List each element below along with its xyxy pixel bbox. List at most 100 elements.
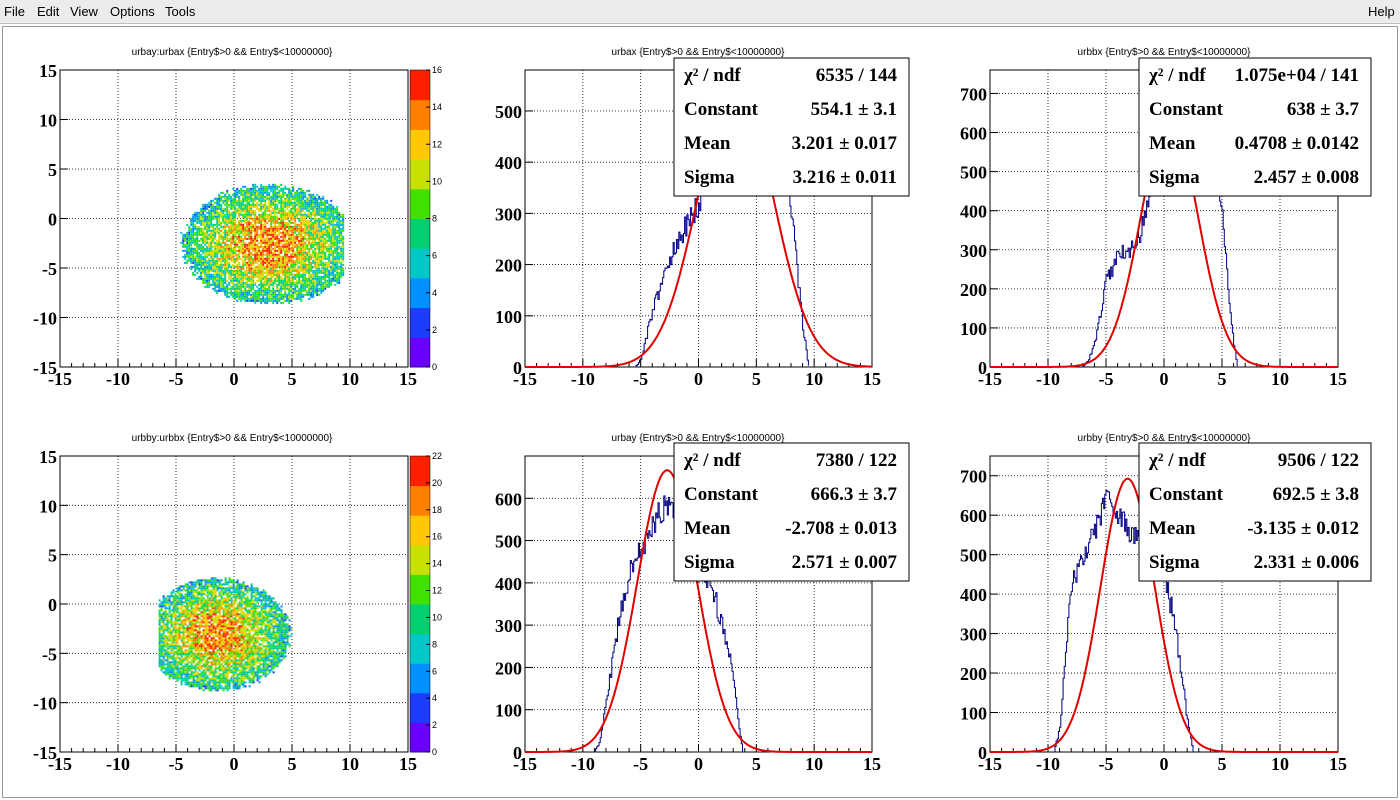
heatmap-cell [202, 599, 205, 602]
heatmap-cell [308, 267, 311, 270]
heatmap-cell [212, 255, 215, 258]
heatmap-cell [266, 227, 269, 230]
heatmap-cell [178, 615, 181, 618]
heatmap-cell [178, 645, 181, 648]
heatmap-cell [180, 599, 183, 602]
heatmap-cell [302, 281, 305, 284]
heatmap-cell [226, 239, 229, 242]
heatmap-cell [338, 229, 341, 232]
heatmap-cell [294, 197, 297, 200]
heatmap-cell [270, 253, 273, 256]
heatmap-cell [222, 247, 225, 250]
heatmap-cell [222, 265, 225, 268]
heatmap-cell [284, 235, 287, 238]
heatmap-cell [216, 291, 219, 294]
heatmap-cell [252, 191, 255, 194]
heatmap-cell [318, 265, 321, 268]
heatmap-cell [288, 277, 291, 280]
heatmap-cell [270, 187, 273, 190]
heatmap-cell [214, 279, 217, 282]
heatmap-cell [230, 279, 233, 282]
heatmap-cell [172, 609, 175, 612]
heatmap-cell [200, 213, 203, 216]
heatmap-cell [274, 227, 277, 230]
heatmap-cell [226, 267, 229, 270]
heatmap-cell [220, 289, 223, 292]
heatmap-cell [318, 279, 321, 282]
heatmap-cell [196, 665, 199, 668]
heatmap-cell [260, 265, 263, 268]
menu-help[interactable]: Help [1368, 4, 1395, 19]
heatmap-cell [252, 241, 255, 244]
heatmap-cell [302, 259, 305, 262]
heatmap-cell [172, 623, 175, 626]
heatmap-cell [298, 293, 301, 296]
heatmap-cell [204, 667, 207, 670]
heatmap-cell [280, 249, 283, 252]
heatmap-cell [230, 253, 233, 256]
heatmap-cell [246, 227, 249, 230]
heatmap-cell [306, 197, 309, 200]
heatmap-cell [200, 221, 203, 224]
heatmap-cell [168, 619, 171, 622]
heatmap-cell [222, 195, 225, 198]
heatmap-cell [254, 189, 257, 192]
heatmap-cell [246, 261, 249, 264]
heatmap-cell [298, 217, 301, 220]
heatmap-cell [214, 583, 217, 586]
y-tick-label: 400 [495, 153, 522, 173]
heatmap-cell [232, 277, 235, 280]
x-tick-label: -10 [571, 369, 595, 389]
heatmap-cell [234, 241, 237, 244]
heatmap-cell [314, 231, 317, 234]
heatmap-cell [250, 197, 253, 200]
heatmap-cell [212, 647, 215, 650]
heatmap-cell [314, 239, 317, 242]
heatmap-cell [306, 259, 309, 262]
heatmap-cell [168, 663, 171, 666]
heatmap-cell [340, 219, 343, 222]
heatmap-cell [312, 225, 315, 228]
heatmap-cell [338, 235, 341, 238]
heatmap-cell [280, 235, 283, 238]
heatmap-cell [210, 653, 213, 656]
heatmap-cell [208, 647, 211, 650]
heatmap-cell [164, 641, 167, 644]
heatmap-cell [218, 265, 221, 268]
y-tick-label: 0 [48, 210, 57, 230]
menu-view[interactable]: View [70, 4, 98, 19]
heatmap-cell [208, 233, 211, 236]
heatmap-cell [248, 291, 251, 294]
heatmap-cell [308, 271, 311, 274]
menu-edit[interactable]: Edit [37, 4, 60, 19]
heatmap-cell [166, 669, 169, 672]
heatmap-cell [210, 665, 213, 668]
heatmap-cell [198, 593, 201, 596]
heatmap-cell [272, 265, 275, 268]
heatmap-cell [174, 605, 177, 608]
heatmap-cell [328, 271, 331, 274]
heatmap-cell [198, 225, 201, 228]
heatmap-cell [230, 259, 233, 262]
heatmap-cell [200, 245, 203, 248]
heatmap-cell [190, 647, 193, 650]
heatmap-cell [302, 193, 305, 196]
heatmap-cell [232, 201, 235, 204]
heatmap-cell [178, 671, 181, 674]
heatmap-cell [284, 193, 287, 196]
heatmap-cell [226, 247, 229, 250]
heatmap-cell [306, 277, 309, 280]
heatmap-cell [196, 583, 199, 586]
heatmap-cell [258, 197, 261, 200]
heatmap-cell [328, 223, 331, 226]
menu-options[interactable]: Options [110, 4, 155, 19]
heatmap-cell [298, 243, 301, 246]
heatmap-cell [238, 255, 241, 258]
menu-file[interactable]: File [4, 4, 25, 19]
heatmap-cell [294, 289, 297, 292]
heatmap-cell [274, 203, 277, 206]
menu-tools[interactable]: Tools [165, 4, 196, 19]
heatmap-cell [198, 633, 201, 636]
heatmap-cell [184, 243, 187, 246]
heatmap-cell [210, 667, 213, 670]
